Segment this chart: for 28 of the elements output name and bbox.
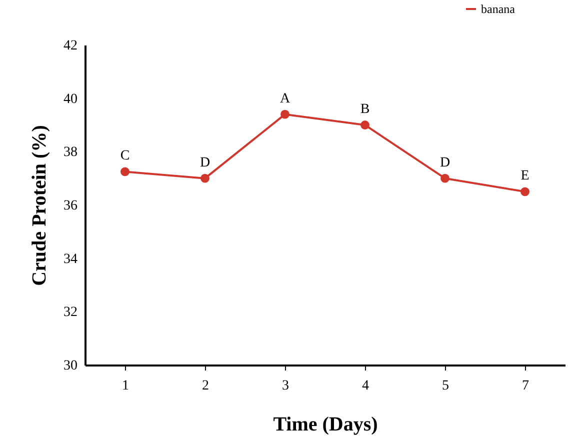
annotation: D	[440, 155, 450, 170]
y-tick-label: 38	[64, 145, 78, 160]
x-axis-title: Time (Days)	[273, 414, 378, 436]
y-tick-label: 36	[64, 198, 78, 214]
point	[360, 120, 370, 130]
point	[280, 110, 290, 119]
x-tick-label: 3	[282, 378, 289, 394]
annotation: A	[280, 91, 291, 106]
y-tick-label: 30	[64, 358, 78, 374]
point	[440, 174, 450, 183]
y-tick-label: 42	[64, 38, 78, 54]
point	[200, 174, 210, 183]
x-tick-label: 7	[522, 378, 529, 394]
y-tick-label: 32	[64, 305, 78, 320]
point	[520, 187, 530, 196]
legend-label: banana	[481, 2, 516, 16]
annotation: B	[360, 102, 370, 117]
x-tick-label: 5	[442, 378, 449, 394]
y-tick-label: 40	[64, 92, 78, 107]
x-tick-label: 2	[202, 378, 209, 394]
point	[120, 167, 130, 176]
y-axis-title: Crude Protein (%)	[28, 125, 50, 286]
annotation: D	[200, 155, 210, 170]
y-tick-label: 34	[64, 252, 78, 267]
annotation: E	[520, 168, 530, 184]
x-tick-label: 4	[362, 378, 369, 394]
x-tick-label: 1	[122, 378, 129, 394]
annotation: C	[120, 148, 130, 164]
